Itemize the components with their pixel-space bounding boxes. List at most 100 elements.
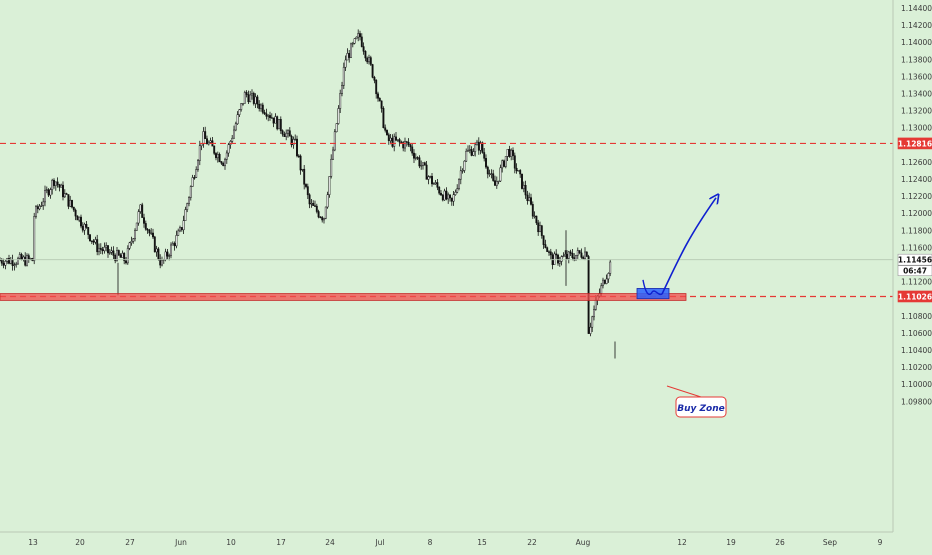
candle: [395, 136, 397, 141]
time-tick-label: 8: [428, 538, 433, 547]
candle: [180, 227, 183, 231]
candle: [98, 247, 100, 253]
candle: [411, 146, 414, 154]
candle: [285, 132, 288, 137]
candle: [80, 216, 82, 227]
candle: [396, 139, 399, 141]
candle: [296, 138, 298, 157]
candle: [38, 205, 41, 210]
candle: [384, 127, 387, 131]
candle: [247, 94, 250, 103]
candle: [173, 243, 176, 247]
time-tick-label: 17: [276, 538, 286, 547]
candle: [290, 135, 293, 146]
buy-box-rectangle[interactable]: [636, 288, 670, 300]
candle: [562, 255, 565, 257]
candle: [218, 154, 221, 163]
time-tick-label: Sep: [823, 538, 837, 547]
candle: [468, 149, 471, 151]
candle: [341, 85, 343, 94]
candle: [360, 36, 363, 47]
candle: [522, 185, 525, 189]
candle: [422, 162, 424, 166]
time-tick-label: 20: [75, 538, 85, 547]
candle: [314, 205, 316, 207]
candle: [0, 259, 1, 262]
candle: [220, 161, 223, 164]
candle: [317, 211, 320, 218]
level-price-tag-bg: [897, 290, 932, 303]
level-price-tag-bg: [897, 137, 932, 150]
candle: [114, 255, 117, 262]
candle: [526, 194, 529, 201]
candle: [495, 181, 498, 186]
candle: [53, 179, 55, 186]
candle: [404, 141, 406, 149]
candle: [85, 224, 88, 228]
price-tick-label: 1.10000: [901, 380, 932, 389]
candle: [369, 57, 372, 65]
candle: [27, 255, 30, 260]
candle: [123, 252, 126, 262]
candle: [488, 173, 491, 175]
candle: [121, 252, 124, 258]
candle: [17, 257, 19, 265]
candle: [8, 258, 10, 264]
candle: [54, 181, 57, 186]
candle: [315, 205, 318, 212]
candle: [531, 204, 534, 217]
time-tick-label: 10: [226, 538, 236, 547]
candle: [306, 186, 309, 196]
current-price-tag: 1.11456: [898, 256, 932, 265]
candle: [141, 204, 144, 218]
time-tick-label: 22: [527, 538, 537, 547]
candle: [515, 167, 518, 172]
time-tick-label: 15: [477, 538, 487, 547]
price-tick-label: 1.14400: [901, 4, 932, 13]
candle: [56, 181, 59, 185]
candle: [254, 96, 257, 104]
candle: [548, 251, 550, 253]
candle: [177, 230, 180, 236]
candle: [443, 190, 446, 201]
candle: [278, 119, 280, 130]
candle: [431, 175, 433, 185]
candle: [40, 205, 43, 207]
candle: [350, 43, 352, 58]
candle: [609, 261, 612, 274]
candle: [438, 187, 441, 194]
projection-arrow[interactable]: [661, 198, 716, 295]
candle: [483, 152, 486, 159]
candle: [346, 53, 349, 61]
candle: [416, 157, 419, 159]
candle: [249, 94, 252, 103]
candle: [357, 33, 360, 38]
candle: [542, 235, 545, 245]
support-zone-rectangle[interactable]: [0, 293, 687, 301]
candle: [72, 206, 75, 211]
candle: [459, 170, 462, 180]
candle: [269, 115, 271, 118]
price-tick-label: 1.12200: [901, 192, 932, 201]
time-tick-label: 27: [125, 538, 135, 547]
candle: [533, 215, 536, 218]
candle: [377, 93, 379, 99]
candle: [238, 109, 241, 115]
candle: [45, 189, 48, 191]
candle: [213, 145, 216, 154]
candle: [535, 215, 538, 224]
candle: [524, 185, 527, 196]
candle: [299, 155, 302, 171]
candle: [159, 258, 162, 266]
candle: [427, 176, 430, 180]
time-axis[interactable]: 13 20 27 Jun 10 17 24 Jul 8 15 22 Aug 12 19 26 Sep 9: [28, 538, 882, 547]
candle: [508, 149, 511, 157]
candle: [44, 190, 46, 203]
candle: [371, 64, 374, 78]
candle: [456, 188, 459, 193]
price-tick-label: 1.11800: [901, 226, 932, 235]
candle: [130, 241, 133, 244]
candle: [297, 155, 300, 157]
